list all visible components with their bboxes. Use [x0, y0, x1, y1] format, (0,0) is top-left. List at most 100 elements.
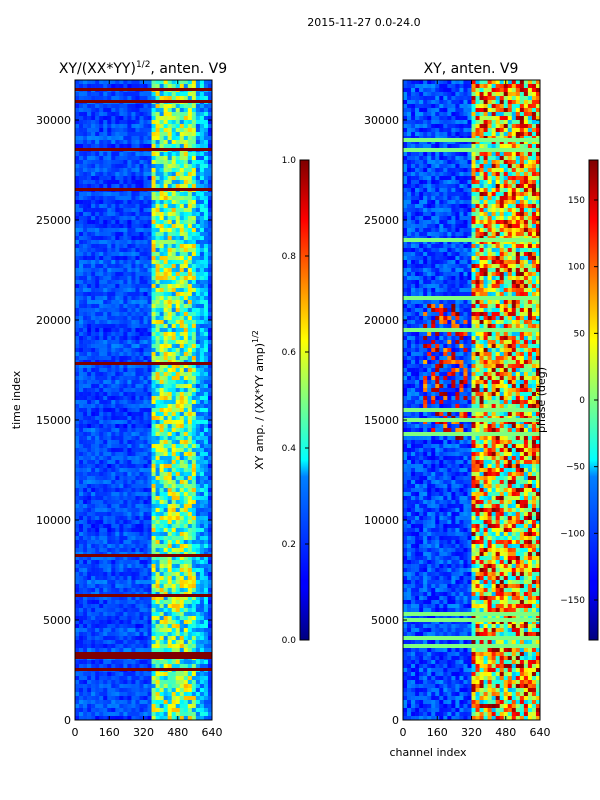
heatmap-cell	[127, 444, 132, 449]
heatmap-cell	[99, 644, 104, 649]
heatmap-cell	[147, 532, 152, 537]
heatmap-cell	[127, 204, 132, 209]
heatmap-cell	[75, 220, 80, 225]
heatmap-cell	[191, 172, 197, 177]
heatmap-cell	[75, 368, 80, 373]
heatmap-cell	[207, 176, 212, 181]
heatmap-cell	[95, 488, 100, 493]
heatmap-cell	[115, 292, 120, 297]
heatmap-cell	[87, 456, 92, 461]
heatmap-cell	[91, 436, 96, 441]
heatmap-cell	[207, 648, 212, 653]
heatmap-cell	[87, 372, 92, 377]
heatmap-cell	[83, 204, 88, 209]
heatmap-cell	[175, 568, 181, 573]
heatmap-cell	[131, 608, 136, 613]
heatmap-cell	[87, 588, 92, 593]
heatmap-cell	[167, 368, 173, 373]
heatmap-cell	[83, 448, 88, 453]
heatmap-cell	[83, 128, 88, 133]
heatmap-cell	[103, 628, 108, 633]
heatmap-cell	[175, 156, 181, 161]
heatmap-cell	[83, 80, 88, 85]
heatmap-cell	[147, 260, 152, 265]
heatmap-cell	[191, 276, 197, 281]
heatmap-cell	[155, 304, 160, 309]
heatmap-cell	[91, 120, 96, 125]
heatmap-cell	[95, 404, 100, 409]
heatmap-cell	[203, 92, 209, 97]
heatmap-cell	[195, 92, 201, 97]
heatmap-cell	[123, 508, 128, 513]
heatmap-cell	[83, 380, 88, 385]
heatmap-cell	[203, 80, 209, 85]
heatmap-cell	[207, 504, 212, 509]
heatmap-cell	[87, 184, 92, 189]
heatmap-cell	[187, 112, 193, 117]
heatmap-cell	[183, 392, 189, 397]
heatmap-cell	[103, 328, 108, 333]
heatmap-cell	[171, 408, 177, 413]
heatmap-cell	[207, 408, 212, 413]
heatmap-cell	[175, 84, 181, 89]
heatmap-cell	[171, 420, 177, 425]
heatmap-cell	[87, 308, 92, 313]
heatmap-cell	[175, 488, 181, 493]
heatmap-cell	[115, 108, 120, 113]
heatmap-cell	[179, 428, 185, 433]
heatmap-cell	[79, 448, 84, 453]
heatmap-cell	[155, 440, 160, 445]
heatmap-cell	[171, 664, 177, 669]
heatmap-cell	[155, 472, 160, 477]
heatmap-cell	[167, 108, 173, 113]
heatmap-cell	[195, 628, 201, 633]
heatmap-cell	[155, 108, 160, 113]
heatmap-cell	[123, 192, 128, 197]
heatmap-cell	[91, 544, 96, 549]
heatmap-cell	[139, 580, 144, 585]
heatmap-cell	[179, 240, 185, 245]
heatmap-cell	[171, 368, 177, 373]
heatmap-cell	[179, 92, 185, 97]
heatmap-cell	[175, 480, 181, 485]
heatmap-cell	[131, 408, 136, 413]
heatmap-cell	[103, 456, 108, 461]
heatmap-cell	[91, 460, 96, 465]
heatmap-cell	[207, 128, 212, 133]
heatmap-cell	[159, 572, 164, 577]
heatmap-cell	[151, 216, 156, 221]
heatmap-cell	[91, 168, 96, 173]
heatmap-cell	[95, 424, 100, 429]
heatmap-cell	[135, 80, 140, 85]
heatmap-cell	[127, 92, 132, 97]
heatmap-cell	[123, 336, 128, 341]
heatmap-cell	[163, 628, 168, 633]
heatmap-cell	[175, 280, 181, 285]
heatmap-cell	[203, 260, 209, 265]
heatmap-cell	[163, 484, 168, 489]
heatmap-cell	[83, 444, 88, 449]
heatmap-cell	[139, 328, 144, 333]
heatmap-cell	[203, 580, 209, 585]
heatmap-cell	[183, 240, 189, 245]
heatmap-cell	[83, 176, 88, 181]
heatmap-cell	[207, 320, 212, 325]
heatmap-cell	[75, 332, 80, 337]
heatmap-cell	[159, 260, 164, 265]
heatmap-cell	[183, 412, 189, 417]
heatmap-cell	[119, 236, 124, 241]
heatmap-cell	[139, 524, 144, 529]
heatmap-cell	[139, 520, 144, 525]
heatmap-cell	[147, 280, 152, 285]
heatmap-cell	[179, 580, 185, 585]
heatmap-cell	[119, 528, 124, 533]
heatmap-cell	[139, 420, 144, 425]
heatmap-cell	[203, 176, 209, 181]
heatmap-cell	[95, 128, 100, 133]
heatmap-cell	[83, 352, 88, 357]
heatmap-cell	[83, 336, 88, 341]
heatmap-cell	[127, 584, 132, 589]
heatmap-cell	[171, 636, 177, 641]
heatmap-cell	[203, 160, 209, 165]
heatmap-cell	[103, 172, 108, 177]
